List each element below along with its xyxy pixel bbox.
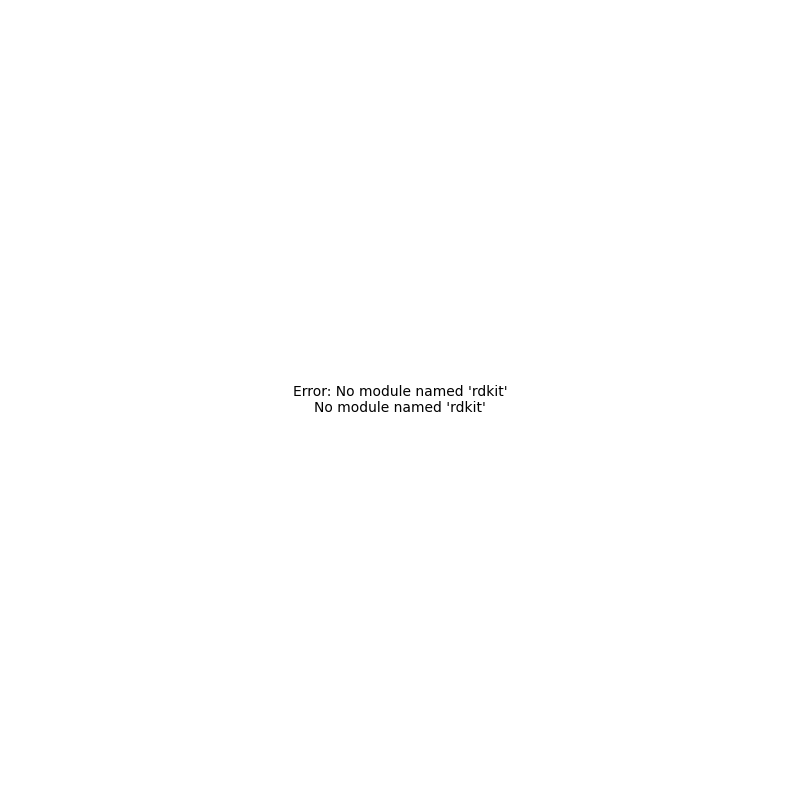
Text: Error: No module named 'rdkit'
No module named 'rdkit': Error: No module named 'rdkit' No module… bbox=[293, 385, 507, 415]
